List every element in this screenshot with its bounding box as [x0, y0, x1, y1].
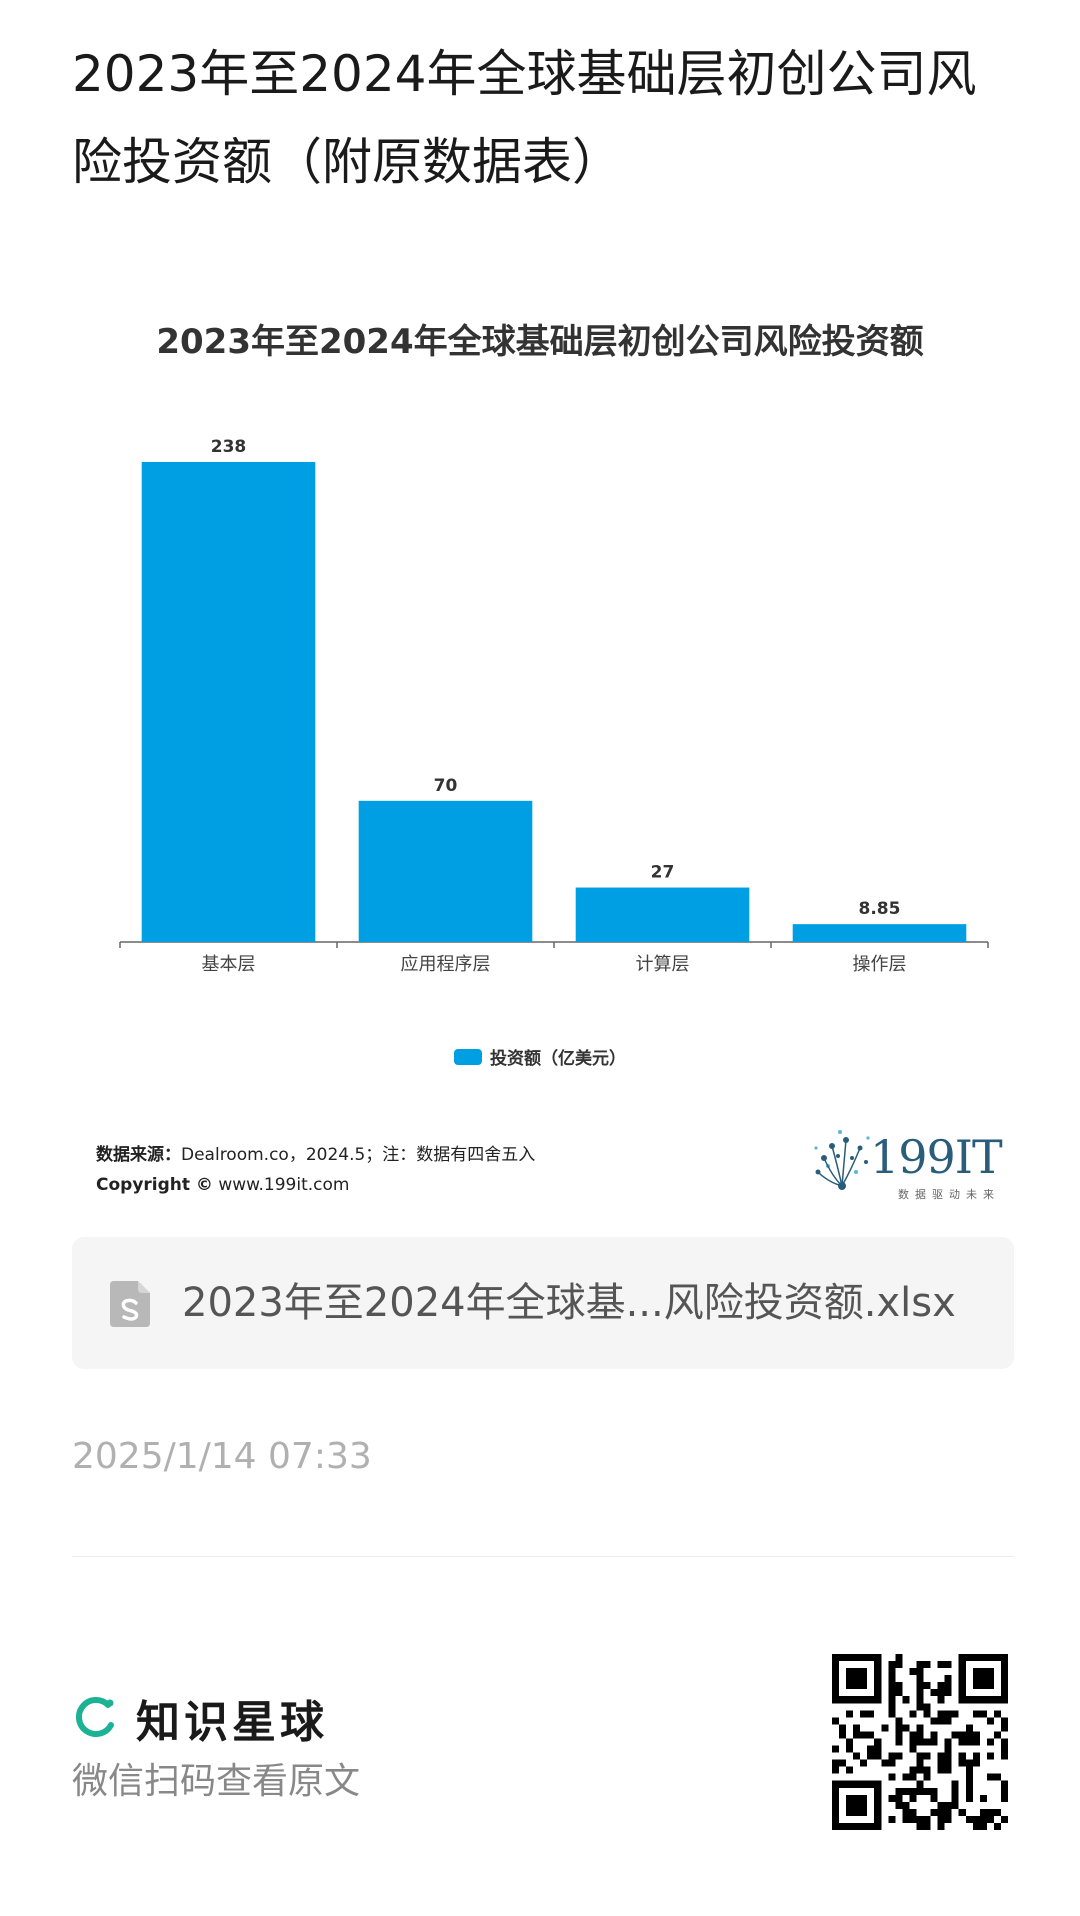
- spreadsheet-file-icon: [110, 1281, 150, 1327]
- source-label: 数据来源：: [96, 1145, 181, 1165]
- attachment-file-name: 2023年至2024年全球基...风险投资额.xlsx: [182, 1280, 956, 1326]
- x-tick-label: 基本层: [202, 954, 256, 975]
- source-note: 数据来源：Dealroom.co，2024.5；注：数据有四舍五入 Copyri…: [96, 1140, 535, 1200]
- source-text: Dealroom.co，2024.5；注：数据有四舍五入: [181, 1145, 536, 1165]
- bar-value-label: 27: [651, 863, 675, 883]
- chart-card: 2023年至2024年全球基础层初创公司风险投资额 238 基本层 70 应用程序层 2…: [72, 290, 1008, 1220]
- zsxq-brand: 知识星球: [72, 1686, 328, 1750]
- legend-label: 投资额（亿美元）: [490, 1049, 626, 1069]
- bar-2: [575, 887, 750, 942]
- qr-code-icon[interactable]: [832, 1654, 1008, 1830]
- logo-tagline: 数据驱动未来: [898, 1188, 1000, 1201]
- bar-value-label: 238: [211, 437, 247, 457]
- copyright-site: www.199it.com: [218, 1175, 350, 1195]
- chart-title: 2023年至2024年全球基础层初创公司风险投资额: [156, 322, 924, 362]
- bar-1: [358, 800, 533, 942]
- brand-caption: 微信扫码查看原文: [72, 1761, 361, 1802]
- divider: [72, 1556, 1014, 1557]
- post-timestamp: 2025/1/14 07:33: [72, 1436, 372, 1477]
- legend-swatch: [454, 1048, 482, 1065]
- x-tick-label: 计算层: [636, 954, 690, 975]
- logo-wordmark: 199IT: [870, 1130, 1003, 1184]
- zsxq-logo-icon: [76, 1697, 114, 1737]
- copyright-label: Copyright ©: [96, 1175, 213, 1195]
- dandelion-logo-icon: [814, 1130, 870, 1190]
- 199it-logo: 199IT 数据驱动未来: [812, 1128, 1012, 1208]
- page-title: 2023年至2024年全球基础层初创公司风险投资额（附原数据表）: [72, 45, 977, 191]
- bar-0: [141, 462, 316, 942]
- bar-3: [792, 924, 967, 942]
- attachment-file[interactable]: 2023年至2024年全球基...风险投资额.xlsx: [72, 1237, 1014, 1369]
- x-tick-label: 操作层: [853, 954, 907, 975]
- brand-name: 知识星球: [136, 1697, 328, 1748]
- bar-value-label: 70: [434, 776, 458, 796]
- bar-chart: 238 基本层 70 应用程序层 27 计算层 8.85 操作层: [119, 437, 989, 975]
- x-tick-label: 应用程序层: [401, 954, 491, 975]
- bar-value-label: 8.85: [859, 899, 901, 919]
- chart-legend: 投资额（亿美元）: [72, 1044, 1008, 1069]
